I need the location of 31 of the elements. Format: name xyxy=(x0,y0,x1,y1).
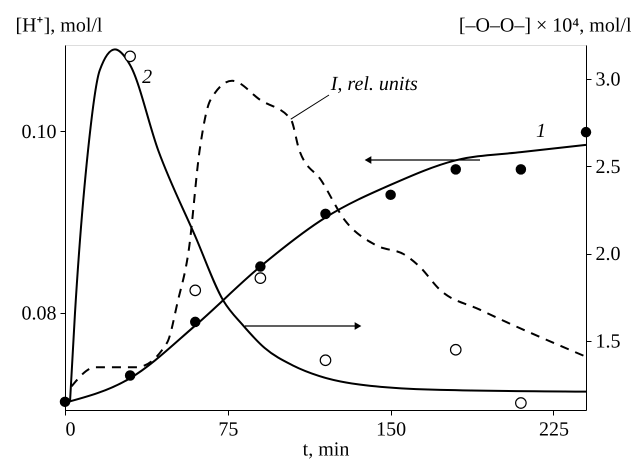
point xyxy=(189,284,202,296)
y-tick-label: 0.10 xyxy=(22,120,56,143)
point xyxy=(190,316,200,328)
point xyxy=(320,208,331,220)
point xyxy=(580,126,592,138)
point xyxy=(320,354,332,366)
x-tick-label: 150 xyxy=(376,418,406,440)
y2-tick-label: 1.5 xyxy=(596,330,620,353)
y2-tick-label: 2.0 xyxy=(596,243,620,266)
point xyxy=(124,370,136,381)
y-tick-label: 0.08 xyxy=(22,302,56,324)
point xyxy=(516,164,526,175)
y2-tick-label: 3.0 xyxy=(596,68,620,91)
series-label: 1 xyxy=(536,120,546,142)
x-tick-label: 0 xyxy=(66,418,76,440)
x-tick-label: 225 xyxy=(538,418,569,440)
point xyxy=(255,261,266,272)
y-axis-title: [H⁺], mol/l xyxy=(16,14,103,36)
y2-axis-title: [–O–O–] × 10⁴, mol/l xyxy=(458,14,631,36)
x-tick-label: 75 xyxy=(218,418,238,440)
y2-tick-label: 2.5 xyxy=(596,156,620,178)
point xyxy=(254,272,266,284)
point xyxy=(60,396,70,408)
point xyxy=(450,344,462,356)
x-axis-title: t, min xyxy=(302,438,350,460)
point xyxy=(450,164,461,175)
point xyxy=(124,50,136,62)
point xyxy=(385,190,396,200)
text: I, rel. units xyxy=(330,73,418,96)
series-label: 2 xyxy=(142,66,152,88)
point xyxy=(515,397,527,409)
